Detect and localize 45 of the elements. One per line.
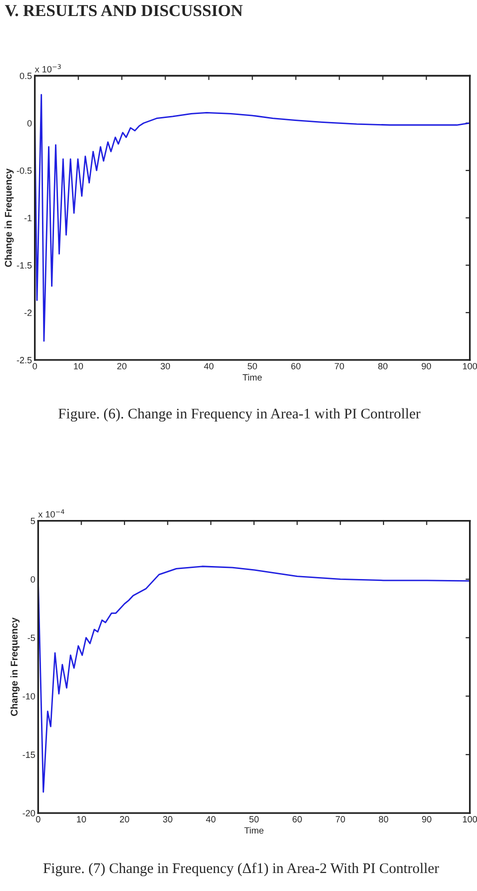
y-tick-label: -5 [28,634,36,642]
text: V. RESULTS AND DISCUSSION [4,4,243,16]
x-tick-label: 80 [378,816,388,822]
x-tick-label: 50 [248,362,257,370]
x-tick-label: 20 [117,362,126,370]
x-tick-label: 30 [162,816,172,822]
y-tick-label: -20 [22,810,36,816]
y-axis-title: Change in Frequency [4,168,14,267]
x-tick-label: 80 [378,362,388,370]
y-tick-label: -15 [22,752,36,758]
y-tick-label: 0 [30,576,36,583]
y-tick-label: -2.5 [16,356,32,364]
x-tick-label: 10 [76,816,86,822]
x-axis-title: Time [244,827,264,834]
y-tick-label: -0.5 [16,167,32,174]
x-tick-label: 100 [463,816,477,822]
y-tick-label: -1.5 [16,262,32,269]
x-tick-label: 0 [36,816,40,822]
x-tick-label: 20 [120,816,130,822]
y-axis-title: Change in Frequency [10,618,20,716]
x-tick-label: 90 [422,816,432,822]
line-series [38,566,470,793]
y-tick-label: -10 [22,693,36,700]
x-tick-label: 40 [206,816,216,822]
x-tick-label: 90 [422,362,432,370]
x-tick-label: 30 [160,362,170,370]
y-tick-label: 0.5 [20,72,32,80]
x-tick-label: 60 [292,816,302,822]
x-tick-label: 70 [334,362,344,370]
x-tick-label: 70 [336,816,346,822]
x-tick-label: 50 [249,816,259,822]
y-tick-label: -2 [24,310,32,316]
text: x 10$^{−3}$ [34,64,61,72]
text: Figure. (7) Change in Frequency (Δf1) in Area-2 With PI Controller [43,862,439,876]
y-tick-label: 0 [27,120,32,126]
x-tick-label: 40 [204,362,214,370]
x-tick-label: 100 [463,362,477,370]
x-tick-label: 10 [74,362,83,370]
y-tick-label: 5 [30,518,36,524]
y-tick-label: -1 [24,214,32,222]
x-tick-label: 60 [291,362,301,370]
text: Figure. (6). Change in Frequency in Area-1 with PI Controller [58,408,420,422]
x-axis-title: Time [242,374,262,381]
text: x 10$^{−4}$ [38,509,64,518]
line-series [34,94,470,342]
